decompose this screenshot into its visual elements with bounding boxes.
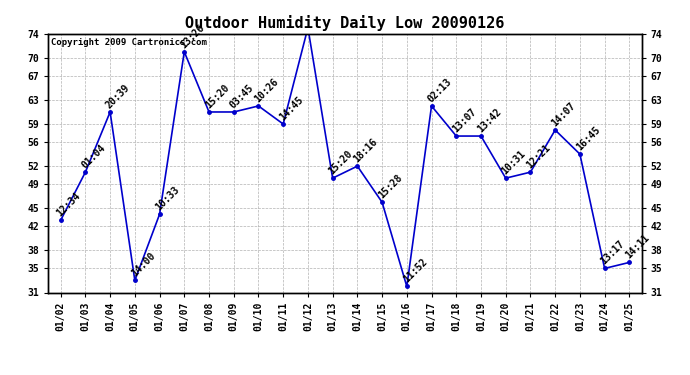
Text: 13:42: 13:42 [475,106,503,134]
Text: 20:39: 20:39 [104,82,132,110]
Text: 11:52: 11:52 [401,257,428,285]
Text: 14:07: 14:07 [549,100,577,128]
Text: 12:21: 12:21 [524,142,553,170]
Text: 12:34: 12:34 [55,190,83,219]
Text: 15:20: 15:20 [327,148,355,176]
Text: 14:00: 14:00 [129,251,157,279]
Text: 01:04: 01:04 [79,142,108,170]
Text: 10:33: 10:33 [154,184,181,213]
Text: 15:20: 15:20 [203,82,231,110]
Text: 10:26: 10:26 [253,76,280,104]
Text: 18:16: 18:16 [351,136,380,164]
Text: Copyright 2009 Cartronics.com: Copyright 2009 Cartronics.com [51,38,207,46]
Text: 13:26: 13:26 [179,22,206,50]
Text: 16:45: 16:45 [574,124,602,152]
Text: 13:17: 13:17 [599,239,627,267]
Text: 10:31: 10:31 [500,148,528,176]
Text: 13:30: 13:30 [0,374,1,375]
Text: 14:11: 14:11 [624,233,651,261]
Text: 03:45: 03:45 [228,82,256,110]
Text: 14:45: 14:45 [277,94,305,122]
Text: 15:28: 15:28 [376,172,404,200]
Text: 02:13: 02:13 [426,76,453,104]
Text: 13:07: 13:07 [451,106,478,134]
Title: Outdoor Humidity Daily Low 20090126: Outdoor Humidity Daily Low 20090126 [186,15,504,31]
